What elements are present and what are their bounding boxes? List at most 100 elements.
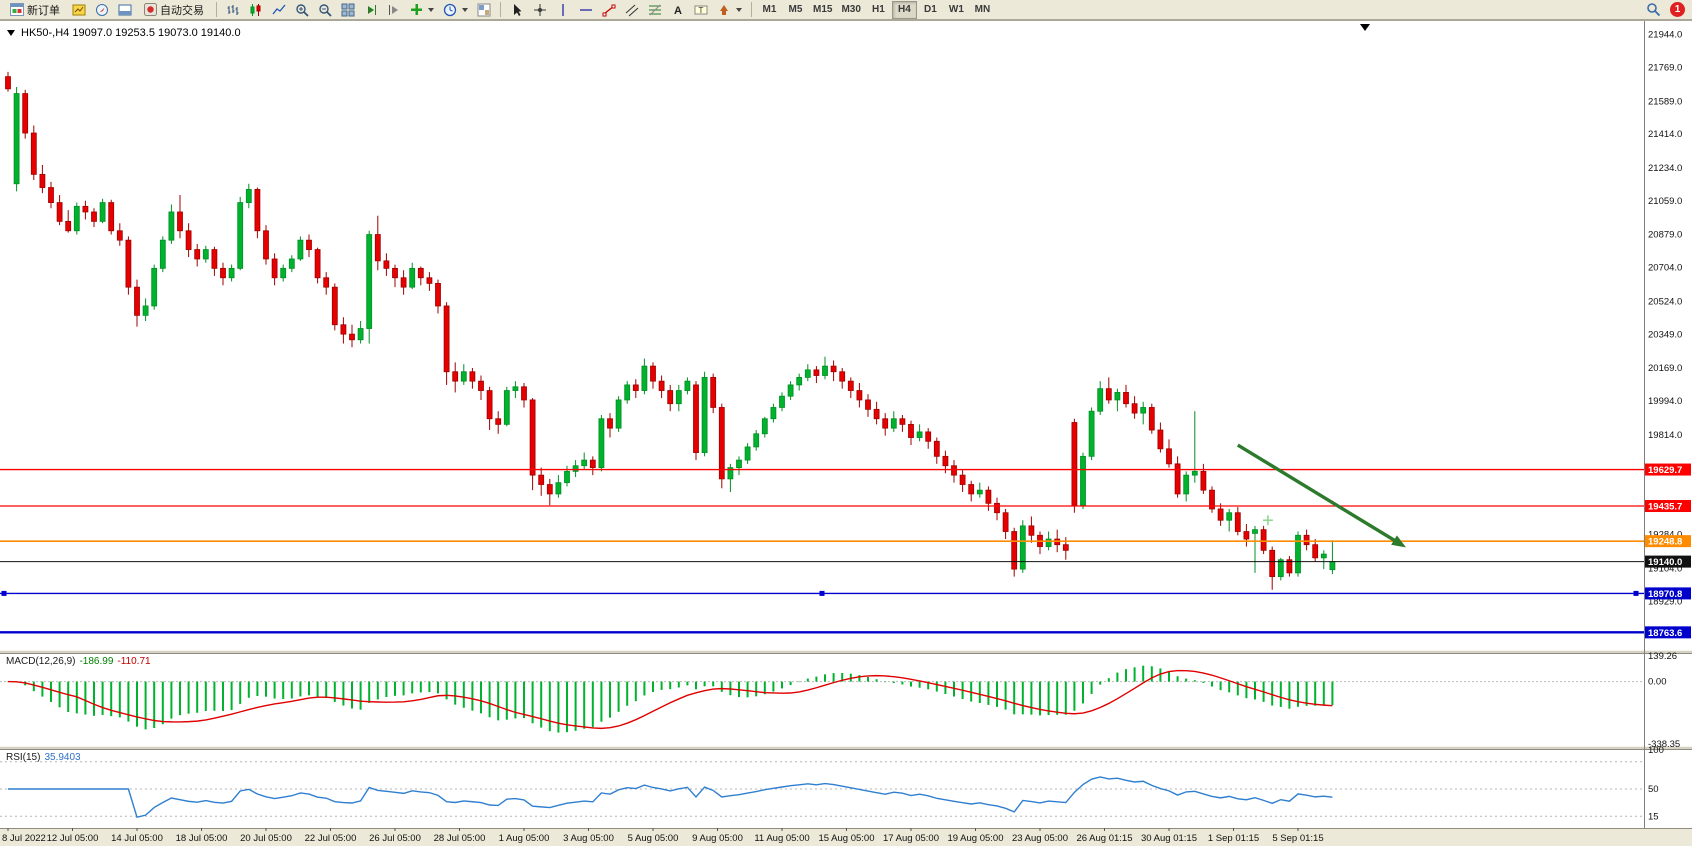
- bar-chart-button[interactable]: [222, 1, 244, 19]
- rsi-label: RSI(15) 35.9403: [6, 752, 81, 763]
- svg-text:26 Aug 01:15: 26 Aug 01:15: [1077, 833, 1133, 844]
- autotrading-button[interactable]: 自动交易: [137, 1, 211, 19]
- text-icon: A: [671, 3, 685, 17]
- macd-signal-value: -110.71: [117, 656, 151, 667]
- svg-text:11 Aug 05:00: 11 Aug 05:00: [754, 833, 809, 844]
- new-order-button[interactable]: 新订单: [3, 1, 67, 19]
- text-label-icon: T: [694, 3, 708, 17]
- candlestick-chart-button[interactable]: [245, 1, 267, 19]
- candles-layer[interactable]: [5, 71, 1336, 590]
- svg-text:20169.0: 20169.0: [1648, 363, 1682, 374]
- autotrading-label: 自动交易: [160, 4, 204, 17]
- auto-scroll-icon: [364, 3, 378, 17]
- svg-text:26 Jul 05:00: 26 Jul 05:00: [369, 833, 421, 844]
- svg-text:5 Sep 01:15: 5 Sep 01:15: [1272, 833, 1323, 844]
- indicators-button[interactable]: [406, 1, 438, 19]
- svg-text:1 Aug 05:00: 1 Aug 05:00: [499, 833, 550, 844]
- shapes-icon: [717, 3, 731, 17]
- cursor-icon: [510, 3, 524, 17]
- svg-text:-338.35: -338.35: [1648, 739, 1680, 750]
- auto-scroll-button[interactable]: [360, 1, 382, 19]
- svg-text:8 Jul 2022: 8 Jul 2022: [2, 833, 46, 844]
- timeframe-m30-button[interactable]: M30: [837, 1, 864, 19]
- chart-shift-button[interactable]: [383, 1, 405, 19]
- indicators-icon: [410, 3, 423, 16]
- tile-windows-icon: [341, 3, 355, 17]
- horizontal-lines[interactable]: 19629.7 19435.7 19248.8 19140.0 18970.8 18763…: [0, 463, 1691, 639]
- indicators-dropdown-caret: [428, 7, 434, 12]
- market-watch-icon: [72, 3, 86, 17]
- oneclick-trading-icon[interactable]: [7, 30, 15, 36]
- timeframe-d1-button[interactable]: D1: [918, 1, 943, 19]
- svg-text:19435.7: 19435.7: [1648, 502, 1682, 513]
- zoom-in-button[interactable]: [291, 1, 313, 19]
- cursor-button[interactable]: [506, 1, 528, 19]
- toolbar-separator: [500, 2, 501, 17]
- crosshair-button[interactable]: [529, 1, 551, 19]
- rsi-panel[interactable]: 100 50 15: [0, 745, 1664, 822]
- text-label-button[interactable]: T: [690, 1, 712, 19]
- navigator-button[interactable]: [91, 1, 113, 19]
- svg-text:12 Jul 05:00: 12 Jul 05:00: [47, 833, 99, 844]
- terminal-button[interactable]: [114, 1, 136, 19]
- svg-text:21589.0: 21589.0: [1648, 96, 1682, 107]
- macd-panel[interactable]: 139.26 0.00 -338.35: [0, 651, 1680, 750]
- fibonacci-icon: [648, 3, 662, 17]
- svg-text:19248.8: 19248.8: [1648, 537, 1682, 548]
- svg-text:20704.0: 20704.0: [1648, 263, 1682, 274]
- terminal-icon: [118, 3, 132, 17]
- rsi-value: 35.9403: [44, 752, 81, 763]
- timeframe-m1-button[interactable]: M1: [757, 1, 782, 19]
- svg-text:19 Aug 05:00: 19 Aug 05:00: [948, 833, 1004, 844]
- search-button[interactable]: [1642, 1, 1665, 19]
- tile-windows-button[interactable]: [337, 1, 359, 19]
- trendline-button[interactable]: [598, 1, 620, 19]
- macd-label: MACD(12,26,9) -186.99 -110.71: [6, 656, 151, 667]
- macd-name: MACD(12,26,9): [6, 656, 76, 667]
- svg-text:19284.0: 19284.0: [1648, 530, 1682, 541]
- svg-text:19104.0: 19104.0: [1648, 563, 1682, 574]
- navigator-icon: [95, 3, 109, 17]
- trendline-icon: [602, 3, 616, 17]
- svg-text:20879.0: 20879.0: [1648, 230, 1682, 241]
- market-watch-button[interactable]: [68, 1, 90, 19]
- timeframe-w1-button[interactable]: W1: [944, 1, 969, 19]
- timeframe-m15-button[interactable]: M15: [809, 1, 836, 19]
- svg-text:1 Sep 01:15: 1 Sep 01:15: [1208, 833, 1259, 844]
- templates-button[interactable]: [473, 1, 495, 19]
- timeframe-m5-button[interactable]: M5: [783, 1, 808, 19]
- timeframe-h1-button[interactable]: H1: [866, 1, 891, 19]
- channel-button[interactable]: [621, 1, 643, 19]
- line-chart-icon: [272, 3, 286, 17]
- line-chart-button[interactable]: [268, 1, 290, 19]
- trend-arrow[interactable]: [1236, 443, 1406, 548]
- channel-icon: [625, 3, 639, 17]
- periods-icon: [443, 3, 457, 17]
- svg-text:19814.0: 19814.0: [1648, 430, 1682, 441]
- svg-text:28 Jul 05:00: 28 Jul 05:00: [434, 833, 486, 844]
- vertical-line-icon: [556, 3, 570, 17]
- horizontal-line-button[interactable]: [575, 1, 597, 19]
- periods-button[interactable]: [439, 1, 472, 19]
- zoom-out-button[interactable]: [314, 1, 336, 19]
- timeframe-mn-button[interactable]: MN: [970, 1, 995, 19]
- notification-badge[interactable]: 1: [1670, 2, 1685, 17]
- toolbar-separator: [751, 2, 752, 17]
- timeframe-h4-button[interactable]: H4: [891, 0, 917, 19]
- svg-text:18763.6: 18763.6: [1648, 628, 1682, 639]
- fibonacci-button[interactable]: [644, 1, 666, 19]
- svg-text:21234.0: 21234.0: [1648, 163, 1682, 174]
- svg-text:14 Jul 05:00: 14 Jul 05:00: [111, 833, 163, 844]
- shapes-button[interactable]: [713, 1, 746, 19]
- svg-text:0.00: 0.00: [1648, 677, 1667, 688]
- toolbar-separator: [216, 2, 217, 17]
- svg-text:21414.0: 21414.0: [1648, 129, 1682, 140]
- time-axis: 8 Jul 2022 12 Jul 05:00 14 Jul 05:00 18 Jul…: [2, 828, 1324, 844]
- svg-text:T: T: [699, 6, 704, 15]
- text-button[interactable]: A: [667, 1, 689, 19]
- svg-text:9 Aug 05:00: 9 Aug 05:00: [692, 833, 743, 844]
- vertical-line-button[interactable]: [552, 1, 574, 19]
- svg-text:A: A: [674, 5, 682, 17]
